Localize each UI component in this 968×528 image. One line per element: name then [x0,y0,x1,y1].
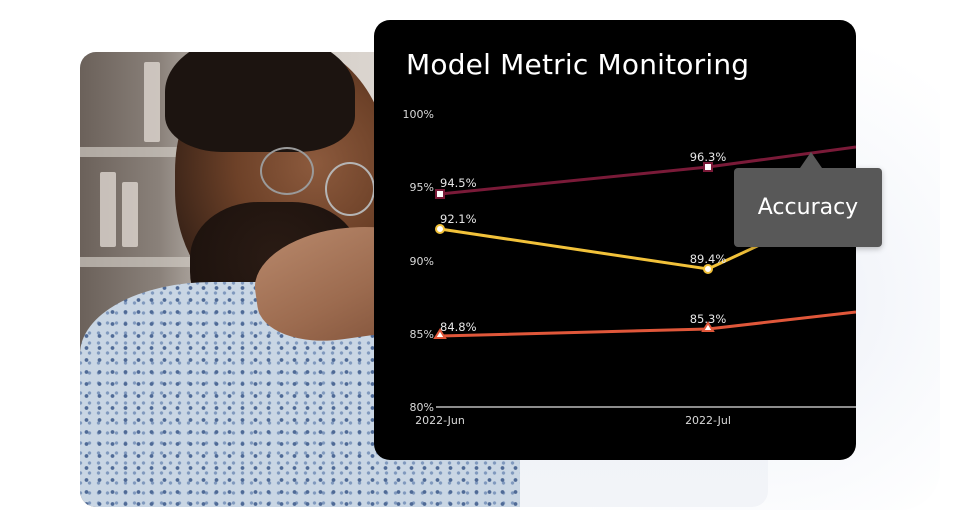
data-label: 84.8% [440,320,477,334]
data-label: 92.1% [440,212,477,226]
book [122,182,138,247]
shelf [80,147,190,157]
triangle-marker-icon[interactable] [433,328,447,339]
data-label: 96.3% [690,150,727,164]
y-tick-label: 95% [410,181,434,194]
y-tick-label: 90% [410,255,434,268]
y-tick-label: 80% [410,401,434,414]
tooltip-label: Accuracy [757,195,859,220]
glasses-icon [325,162,375,216]
x-tick-label: 2022-Jun [415,414,465,427]
person-hair [165,52,355,152]
circle-marker-icon[interactable] [435,224,445,234]
y-tick-label: 85% [410,328,434,341]
shelf [80,257,190,267]
glasses-icon [260,147,314,195]
data-label: 94.5% [440,176,477,190]
x-tick-label: 2022-Jul [685,414,731,427]
series-tooltip: Accuracy [734,152,882,247]
data-label: 85.3% [690,312,727,326]
book [144,62,160,142]
triangle-marker-icon[interactable] [701,321,715,332]
square-marker-icon[interactable] [435,189,445,199]
tooltip-arrow-icon [800,152,822,168]
chart-title: Model Metric Monitoring [406,48,750,81]
square-marker-icon[interactable] [703,162,713,172]
book [100,172,116,247]
orange-series-line[interactable] [439,310,856,338]
data-label: 89.4% [690,252,727,266]
y-tick-label: 100% [403,108,434,121]
circle-marker-icon[interactable] [703,264,713,274]
